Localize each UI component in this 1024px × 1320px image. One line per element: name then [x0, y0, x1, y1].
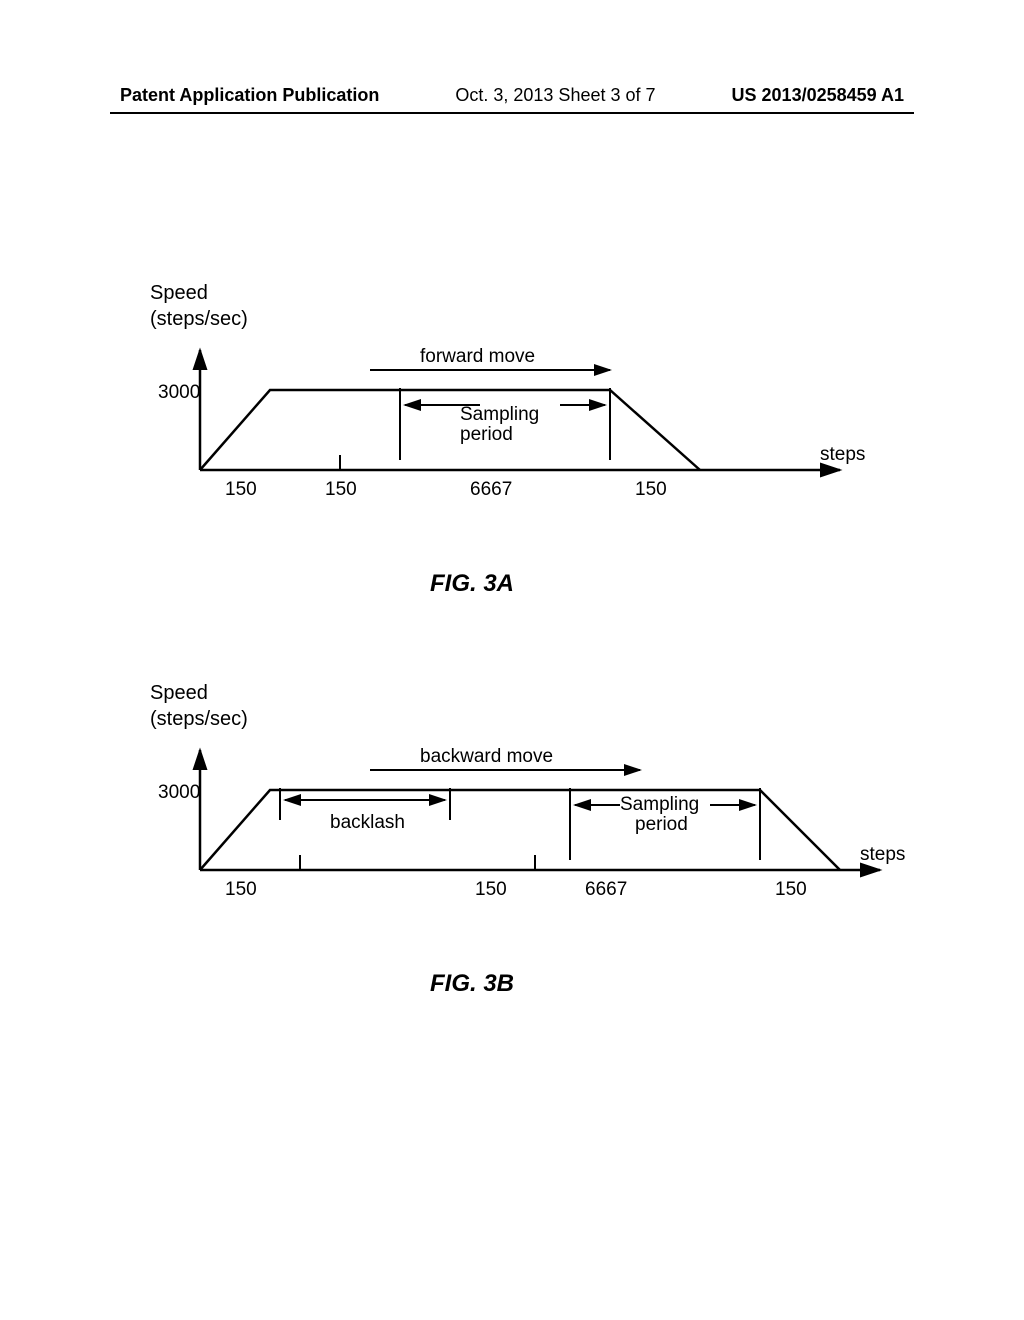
caption-3b: FIG. 3B: [430, 970, 514, 998]
x-tick-label-1: 150: [475, 879, 507, 900]
chart-3b: 3000 backward move backlash Sampling per…: [140, 680, 940, 910]
sampling-label-line1: Sampling: [620, 794, 699, 815]
header-left: Patent Application Publication: [120, 85, 379, 106]
backlash-label: backlash: [330, 812, 405, 833]
x-tick-label-0: 150: [225, 879, 257, 900]
header-center: Oct. 3, 2013 Sheet 3 of 7: [455, 85, 655, 106]
caption-3a: FIG. 3A: [430, 570, 514, 598]
x-axis-label: steps: [820, 444, 865, 465]
figure-3a: Speed (steps/sec) 3000 forward move Sam: [140, 280, 900, 515]
figure-3b: Speed (steps/sec) 3000 backward move bac…: [140, 680, 940, 915]
x-tick-label-2: 6667: [585, 879, 627, 900]
x-tick-label-3: 150: [635, 479, 667, 500]
sampling-label-line2: period: [635, 814, 688, 835]
header-right: US 2013/0258459 A1: [732, 85, 904, 106]
speed-profile: [200, 790, 840, 870]
x-tick-label-2: 6667: [470, 479, 512, 500]
y-tick-label: 3000: [158, 382, 200, 403]
x-tick-label-3: 150: [775, 879, 807, 900]
backward-move-label: backward move: [420, 746, 553, 767]
x-tick-label-0: 150: [225, 479, 257, 500]
y-tick-label: 3000: [158, 782, 200, 803]
x-axis-label: steps: [860, 844, 905, 865]
forward-move-label: forward move: [420, 346, 535, 367]
chart-3a: 3000 forward move Sampling period 150 15…: [140, 280, 900, 510]
speed-profile: [200, 390, 700, 470]
y-axis-label: Speed (steps/sec): [150, 680, 248, 732]
sampling-label: Sampling period: [460, 404, 545, 445]
page-header: Patent Application Publication Oct. 3, 2…: [0, 85, 1024, 106]
y-axis-label: Speed (steps/sec): [150, 280, 248, 332]
header-rule: [110, 112, 914, 114]
x-tick-label-1: 150: [325, 479, 357, 500]
